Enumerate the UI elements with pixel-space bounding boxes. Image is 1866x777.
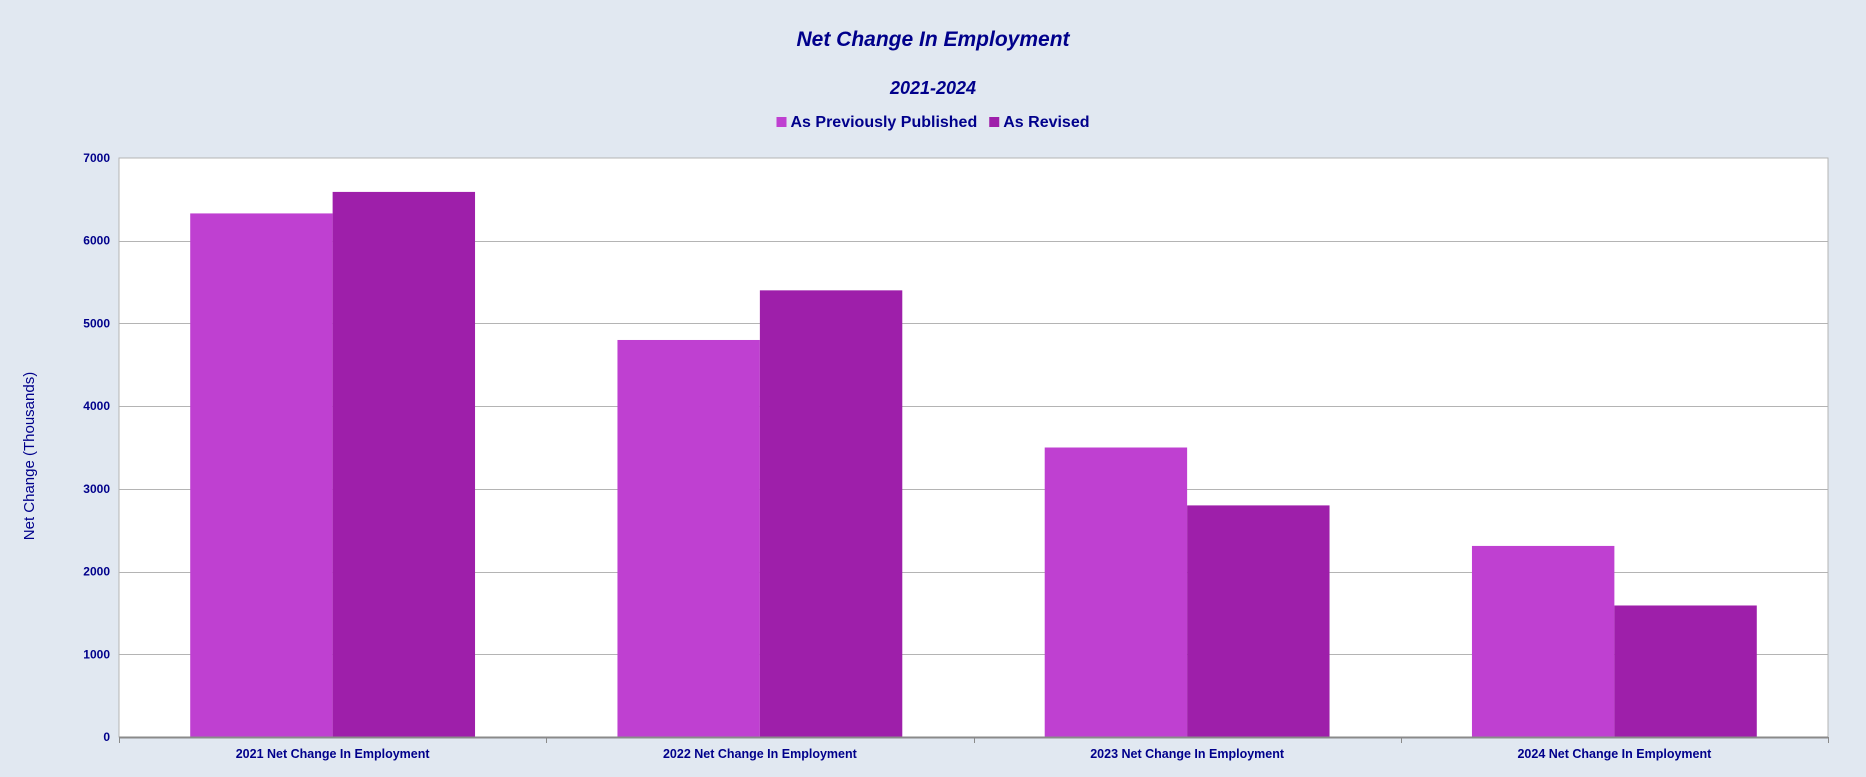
y-tick-label: 5000 [83,316,110,330]
bar-revised-4 [1614,605,1757,737]
y-tick-label: 4000 [83,399,110,413]
x-tick-label: 2024 Net Change In Employment [1517,747,1712,761]
chart-title: Net Change In Employment [796,28,1070,51]
y-tick-label: 0 [103,730,110,744]
bar-revised-1 [332,191,476,738]
y-axis-ticks: 0 1000 2000 3000 4000 5000 6000 7000 [83,151,110,744]
y-tick-label: 2000 [83,565,110,579]
bar-published-1 [190,213,333,737]
y-tick-label: 1000 [83,647,110,661]
x-tick-label: 2023 Net Change In Employment [1090,747,1285,761]
x-tick-label: 2021 Net Change In Employment [236,747,431,761]
y-tick-label: 3000 [83,482,110,496]
bar-revised-2 [759,290,903,737]
legend-swatch [989,117,1000,127]
y-tick-label: 7000 [83,151,110,165]
y-axis-label: Net Change (Thousands) [21,372,38,540]
bar-published-4 [1471,545,1615,737]
y-tick-label: 6000 [83,234,110,248]
legend-label: As Revised [1003,114,1089,131]
bar-published-3 [1044,447,1188,737]
x-tick-label: 2022 Net Change In Employment [663,747,858,761]
x-axis-ticks: 2021 Net Change In Employment 2022 Net Ch… [119,736,1829,761]
bar-published-2 [617,339,760,737]
chart-subtitle: 2021-2024 [889,78,976,98]
bar-revised-3 [1187,505,1330,737]
legend-label: As Previously Published [791,114,978,131]
bars [190,191,1757,738]
legend-swatch [776,117,787,127]
legend: As Previously Published As Revised [776,114,1090,131]
